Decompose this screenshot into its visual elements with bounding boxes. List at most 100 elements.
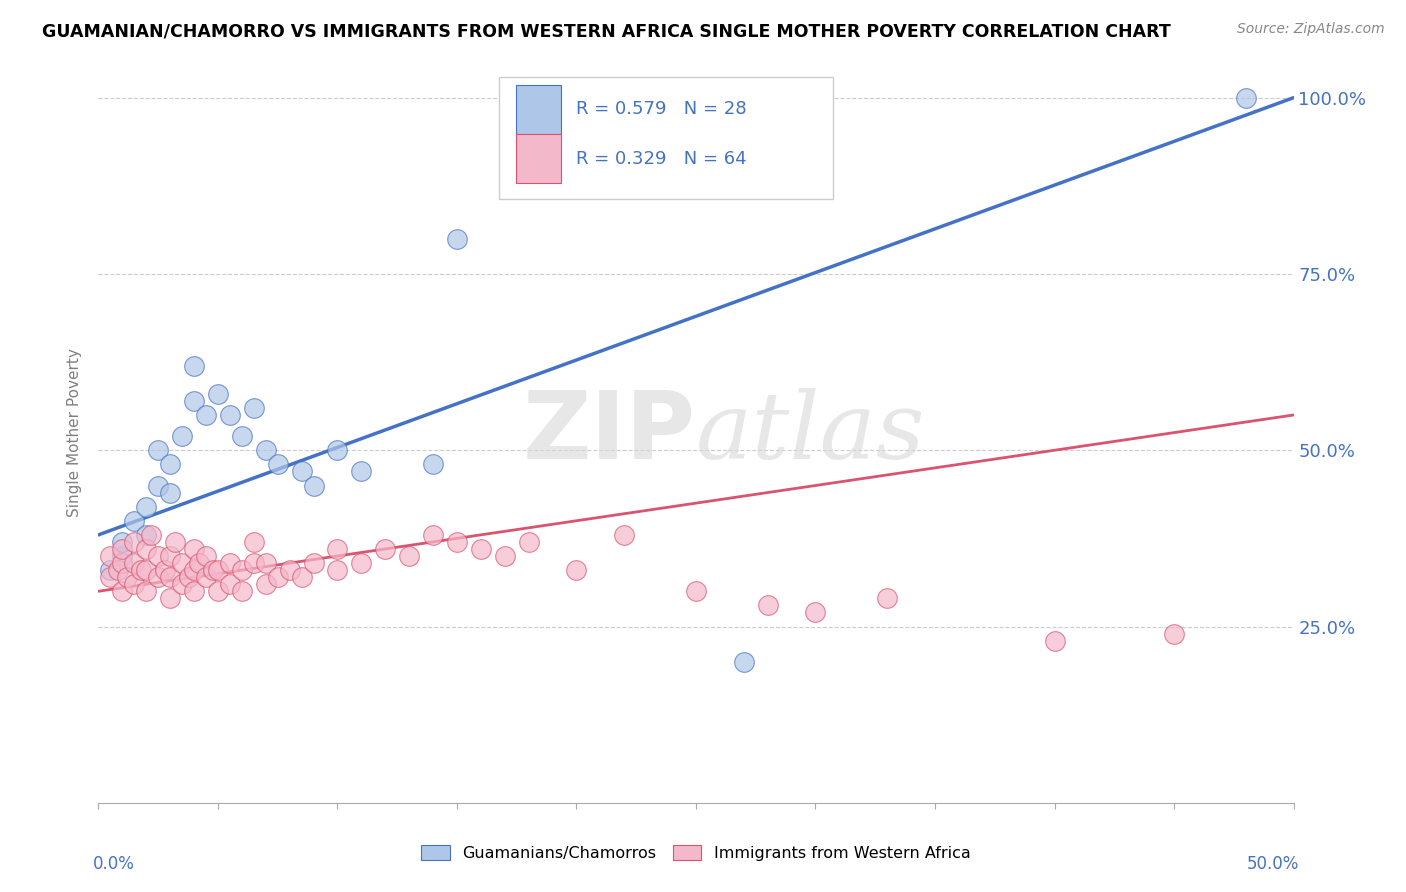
- Point: [159, 458, 181, 472]
- Point: [517, 535, 540, 549]
- Point: [254, 443, 277, 458]
- Point: [135, 528, 157, 542]
- Point: [159, 549, 181, 563]
- Point: [219, 408, 242, 422]
- Point: [876, 591, 898, 606]
- Point: [267, 458, 290, 472]
- Point: [98, 563, 122, 577]
- Point: [374, 541, 396, 556]
- Point: [111, 541, 134, 556]
- Point: [398, 549, 420, 563]
- Point: [1043, 633, 1066, 648]
- Point: [148, 478, 170, 492]
- Point: [135, 584, 157, 599]
- Point: [494, 549, 516, 563]
- Point: [131, 563, 153, 577]
- Point: [278, 563, 301, 577]
- Point: [172, 577, 194, 591]
- Point: [613, 528, 636, 542]
- Point: [350, 556, 373, 570]
- Text: R = 0.329   N = 64: R = 0.329 N = 64: [576, 150, 747, 168]
- Point: [179, 570, 201, 584]
- Point: [124, 577, 146, 591]
- Point: [756, 599, 779, 613]
- Point: [207, 387, 229, 401]
- Point: [98, 549, 122, 563]
- Point: [107, 563, 129, 577]
- Text: GUAMANIAN/CHAMORRO VS IMMIGRANTS FROM WESTERN AFRICA SINGLE MOTHER POVERTY CORRE: GUAMANIAN/CHAMORRO VS IMMIGRANTS FROM WE…: [42, 22, 1171, 40]
- Text: R = 0.579   N = 28: R = 0.579 N = 28: [576, 100, 747, 118]
- Point: [159, 591, 181, 606]
- Point: [98, 570, 122, 584]
- Point: [124, 514, 146, 528]
- Point: [187, 556, 209, 570]
- Point: [243, 401, 266, 415]
- Point: [565, 563, 588, 577]
- Point: [172, 556, 194, 570]
- Point: [124, 535, 146, 549]
- Point: [422, 528, 444, 542]
- Text: 50.0%: 50.0%: [1247, 855, 1299, 872]
- Point: [172, 429, 194, 443]
- Point: [422, 458, 444, 472]
- Point: [254, 577, 277, 591]
- Point: [195, 570, 218, 584]
- Point: [326, 541, 349, 556]
- Point: [291, 570, 314, 584]
- Point: [231, 429, 253, 443]
- Point: [231, 563, 253, 577]
- Text: Source: ZipAtlas.com: Source: ZipAtlas.com: [1237, 22, 1385, 37]
- Point: [183, 584, 205, 599]
- Point: [115, 570, 138, 584]
- Text: 0.0%: 0.0%: [93, 855, 135, 872]
- Legend: Guamanians/Chamorros, Immigrants from Western Africa: Guamanians/Chamorros, Immigrants from We…: [413, 837, 979, 869]
- Point: [302, 556, 325, 570]
- Point: [1163, 626, 1185, 640]
- Point: [155, 563, 177, 577]
- Point: [195, 408, 218, 422]
- Point: [111, 556, 134, 570]
- Point: [148, 443, 170, 458]
- Point: [111, 584, 134, 599]
- Point: [446, 232, 468, 246]
- Point: [183, 563, 205, 577]
- Point: [148, 549, 170, 563]
- Point: [202, 563, 225, 577]
- Point: [231, 584, 253, 599]
- Point: [183, 359, 205, 373]
- Point: [302, 478, 325, 492]
- Point: [139, 528, 162, 542]
- Point: [243, 535, 266, 549]
- Point: [733, 655, 755, 669]
- FancyBboxPatch shape: [499, 78, 834, 200]
- Point: [159, 570, 181, 584]
- Point: [326, 443, 349, 458]
- Point: [111, 535, 134, 549]
- Point: [159, 485, 181, 500]
- Point: [219, 577, 242, 591]
- Point: [135, 563, 157, 577]
- Point: [243, 556, 266, 570]
- Point: [124, 556, 146, 570]
- Point: [163, 535, 186, 549]
- Point: [195, 549, 218, 563]
- Point: [183, 393, 205, 408]
- Point: [219, 556, 242, 570]
- Point: [326, 563, 349, 577]
- Point: [135, 541, 157, 556]
- Text: ZIP: ZIP: [523, 386, 696, 479]
- Point: [446, 535, 468, 549]
- Point: [148, 570, 170, 584]
- Point: [804, 606, 827, 620]
- FancyBboxPatch shape: [516, 135, 561, 183]
- Point: [183, 541, 205, 556]
- Point: [207, 563, 229, 577]
- Point: [291, 464, 314, 478]
- Y-axis label: Single Mother Poverty: Single Mother Poverty: [67, 348, 83, 517]
- Point: [350, 464, 373, 478]
- Point: [1234, 91, 1257, 105]
- Point: [254, 556, 277, 570]
- Text: atlas: atlas: [696, 388, 925, 477]
- Point: [207, 584, 229, 599]
- Point: [111, 549, 134, 563]
